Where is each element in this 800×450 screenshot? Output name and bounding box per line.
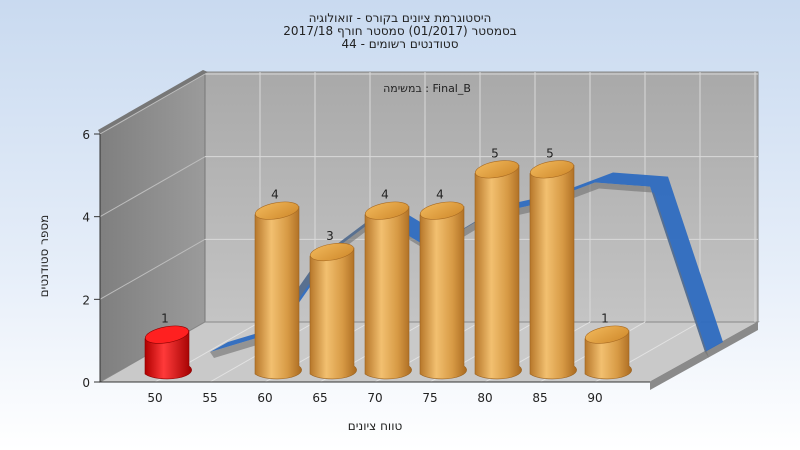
bar: 4: [419, 188, 467, 380]
bar-body: [529, 164, 577, 380]
x-tick-label: 65: [312, 391, 327, 405]
bar-cap: [364, 201, 410, 220]
bar-body: [474, 164, 522, 380]
x-tick-label: 55: [202, 391, 217, 405]
bar-cap: [584, 325, 630, 344]
bar-value-label: 4: [271, 188, 279, 202]
y-tick-label: 4: [82, 211, 90, 225]
bar-value-label: 5: [491, 146, 499, 160]
chart-title-line-1: היסטוגרמת ציונים בקורס - זואולוגיה: [309, 11, 492, 25]
x-tick-label: 75: [422, 391, 437, 405]
y-tick-label: 2: [82, 293, 90, 307]
x-tick-label: 50: [147, 391, 162, 405]
bar-cap: [474, 160, 520, 179]
bar: 3: [309, 229, 357, 380]
bar: 5: [474, 146, 522, 380]
bar-value-label: 4: [381, 188, 389, 202]
gridline-side: [99, 238, 206, 300]
bar-value-label: 3: [326, 229, 334, 243]
floor-edge: [650, 322, 758, 390]
x-tick-label: 85: [532, 391, 547, 405]
bar-value-label: 5: [546, 146, 554, 160]
chart-title-line-2: בסמסטר (01/2017) סמסטר חורף 2017/18: [283, 24, 516, 38]
bar: 4: [364, 188, 412, 380]
bar-value-label: 1: [601, 312, 609, 326]
bar-highlight: 1: [144, 312, 192, 380]
x-tick-label: 70: [367, 391, 382, 405]
bar-value-label: 1: [161, 312, 169, 326]
bar: 4: [254, 188, 302, 380]
bar-series: 1 4 3 4 4 5 5 1: [144, 146, 632, 380]
bar-body: [419, 206, 467, 380]
bar-cap: [144, 325, 190, 344]
bar-cap: [529, 160, 575, 179]
bar-cap: [419, 201, 465, 220]
x-tick-label: 60: [257, 391, 272, 405]
y-tick-label: 0: [82, 376, 90, 390]
y-tick-label: 6: [82, 128, 90, 142]
box-top-edge: [98, 70, 208, 134]
x-tick-label: 90: [587, 391, 602, 405]
gridline-side: [99, 156, 206, 218]
chart-subtitle: במשימה : Final_B: [383, 82, 471, 95]
gridline-side: [99, 73, 206, 135]
x-axis-label: טווח ציונים: [348, 419, 403, 433]
bar-cap: [309, 242, 355, 262]
bar-body: [254, 206, 302, 380]
bar-cap: [254, 201, 300, 220]
bar-body: [309, 247, 357, 380]
bar: 5: [529, 146, 577, 380]
bar-body: [364, 206, 412, 380]
bar: 1: [584, 312, 632, 380]
chart-title-line-3: סטודנטים רשומים - 44: [341, 37, 458, 51]
bar-value-label: 4: [436, 188, 444, 202]
x-tick-label: 80: [477, 391, 492, 405]
y-axis-label: מספר סטודנטים: [37, 215, 51, 298]
